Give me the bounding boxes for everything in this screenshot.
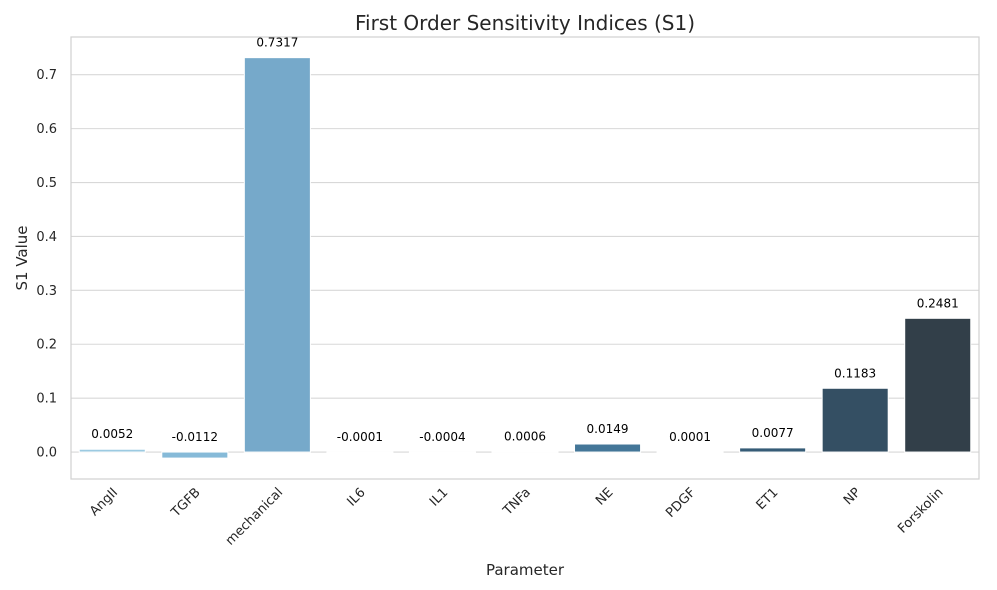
chart-title: First Order Sensitivity Indices (S1): [355, 11, 695, 35]
x-tick-label: ET1: [754, 485, 782, 513]
x-tick-label: mechanical: [223, 485, 286, 548]
x-tick-label: TGFB: [168, 485, 204, 521]
bar-mechanical: [243, 57, 311, 453]
x-tick-label: NE: [593, 485, 616, 508]
data-label-ne: 0.0149: [587, 422, 629, 436]
x-tick-label: TNFa: [500, 485, 534, 519]
data-label-mechanical: 0.7317: [256, 36, 298, 50]
bar-il6: [326, 451, 394, 454]
data-label-forskolin: 0.2481: [917, 296, 959, 310]
plot-frame: [70, 36, 980, 480]
x-tick-label: IL1: [427, 485, 451, 509]
y-tick-label: 0.5: [36, 176, 57, 191]
bar-tnfa: [491, 451, 559, 453]
y-tick-label: 0.2: [36, 338, 57, 353]
data-label-tgfb: -0.0112: [172, 430, 218, 444]
data-label-il6: -0.0001: [337, 430, 383, 444]
y-tick-label: 0.4: [36, 230, 57, 245]
y-tick-label: 0.6: [36, 122, 57, 137]
y-tick-label: 0.1: [36, 392, 57, 407]
bar-forskolin: [904, 317, 972, 453]
bar-ne: [574, 443, 642, 453]
y-tick-label: 0.0: [36, 446, 57, 461]
x-tick-labels: AngII TGFB mechanical IL6 IL1 TNFa NE PDGF ET1 NP…: [87, 485, 946, 548]
x-tick-label: AngII: [87, 485, 121, 519]
data-labels: 0.0052 -0.0112 0.7317 -0.0001 -0.0004 0.0006 0…: [91, 36, 958, 444]
x-tick-label: NP: [841, 485, 864, 508]
bar-il1: [408, 451, 476, 454]
bar-pdgf: [656, 451, 724, 454]
bar-et1: [739, 447, 807, 453]
y-tick-label: 0.7: [36, 68, 57, 83]
bar-tgfb: [161, 451, 229, 459]
data-label-np: 0.1183: [834, 366, 876, 380]
bars: [78, 57, 972, 459]
y-axis-title: S1 Value: [13, 225, 31, 290]
bar-angii: [78, 448, 146, 453]
data-label-il1: -0.0004: [419, 430, 465, 444]
data-label-angii: 0.0052: [91, 427, 133, 441]
x-tick-label: PDGF: [663, 485, 699, 521]
bar-np: [821, 387, 889, 453]
x-tick-label: Forskolin: [895, 485, 946, 536]
y-tick-labels: 0.0 0.1 0.2 0.3 0.4 0.5 0.6 0.7: [36, 68, 57, 460]
y-tick-label: 0.3: [36, 284, 57, 299]
data-label-pdgf: 0.0001: [669, 430, 711, 444]
x-axis-title: Parameter: [486, 561, 565, 579]
gridlines: [71, 74, 979, 453]
data-label-tnfa: 0.0006: [504, 430, 546, 444]
x-tick-label: IL6: [344, 485, 368, 509]
data-label-et1: 0.0077: [752, 426, 794, 440]
